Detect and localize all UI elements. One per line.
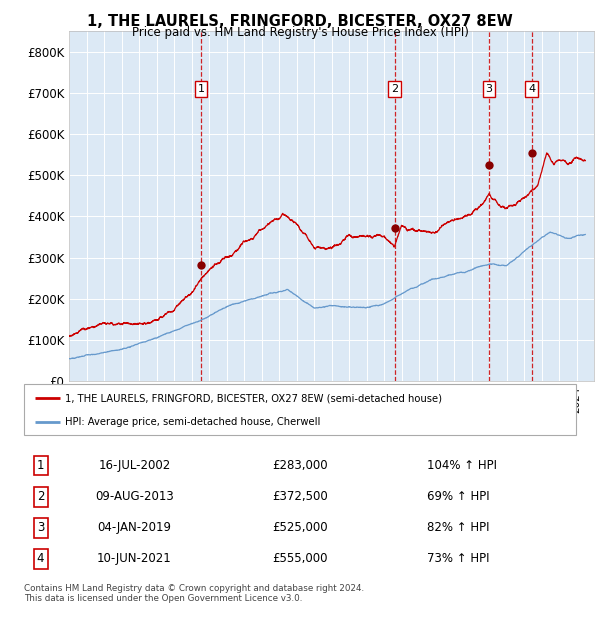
Text: 2: 2 bbox=[391, 84, 398, 94]
Text: 16-JUL-2002: 16-JUL-2002 bbox=[98, 459, 170, 472]
Text: Price paid vs. HM Land Registry's House Price Index (HPI): Price paid vs. HM Land Registry's House … bbox=[131, 26, 469, 39]
Text: 104% ↑ HPI: 104% ↑ HPI bbox=[427, 459, 497, 472]
Text: 3: 3 bbox=[37, 521, 44, 534]
Text: 4: 4 bbox=[37, 552, 44, 565]
Text: 73% ↑ HPI: 73% ↑ HPI bbox=[427, 552, 490, 565]
Text: 10-JUN-2021: 10-JUN-2021 bbox=[97, 552, 172, 565]
FancyBboxPatch shape bbox=[24, 384, 576, 435]
Text: £372,500: £372,500 bbox=[272, 490, 328, 503]
Text: 04-JAN-2019: 04-JAN-2019 bbox=[97, 521, 172, 534]
Text: Contains HM Land Registry data © Crown copyright and database right 2024.
This d: Contains HM Land Registry data © Crown c… bbox=[24, 584, 364, 603]
Text: £525,000: £525,000 bbox=[272, 521, 328, 534]
Text: 1, THE LAURELS, FRINGFORD, BICESTER, OX27 8EW (semi-detached house): 1, THE LAURELS, FRINGFORD, BICESTER, OX2… bbox=[65, 393, 442, 403]
Text: 69% ↑ HPI: 69% ↑ HPI bbox=[427, 490, 490, 503]
Text: 1, THE LAURELS, FRINGFORD, BICESTER, OX27 8EW: 1, THE LAURELS, FRINGFORD, BICESTER, OX2… bbox=[87, 14, 513, 29]
Text: £283,000: £283,000 bbox=[272, 459, 328, 472]
Text: 1: 1 bbox=[197, 84, 205, 94]
Text: 4: 4 bbox=[528, 84, 535, 94]
Text: £555,000: £555,000 bbox=[272, 552, 328, 565]
Text: HPI: Average price, semi-detached house, Cherwell: HPI: Average price, semi-detached house,… bbox=[65, 417, 321, 427]
Text: 1: 1 bbox=[37, 459, 44, 472]
Text: 82% ↑ HPI: 82% ↑ HPI bbox=[427, 521, 490, 534]
Text: 3: 3 bbox=[485, 84, 493, 94]
Text: 09-AUG-2013: 09-AUG-2013 bbox=[95, 490, 174, 503]
Text: 2: 2 bbox=[37, 490, 44, 503]
